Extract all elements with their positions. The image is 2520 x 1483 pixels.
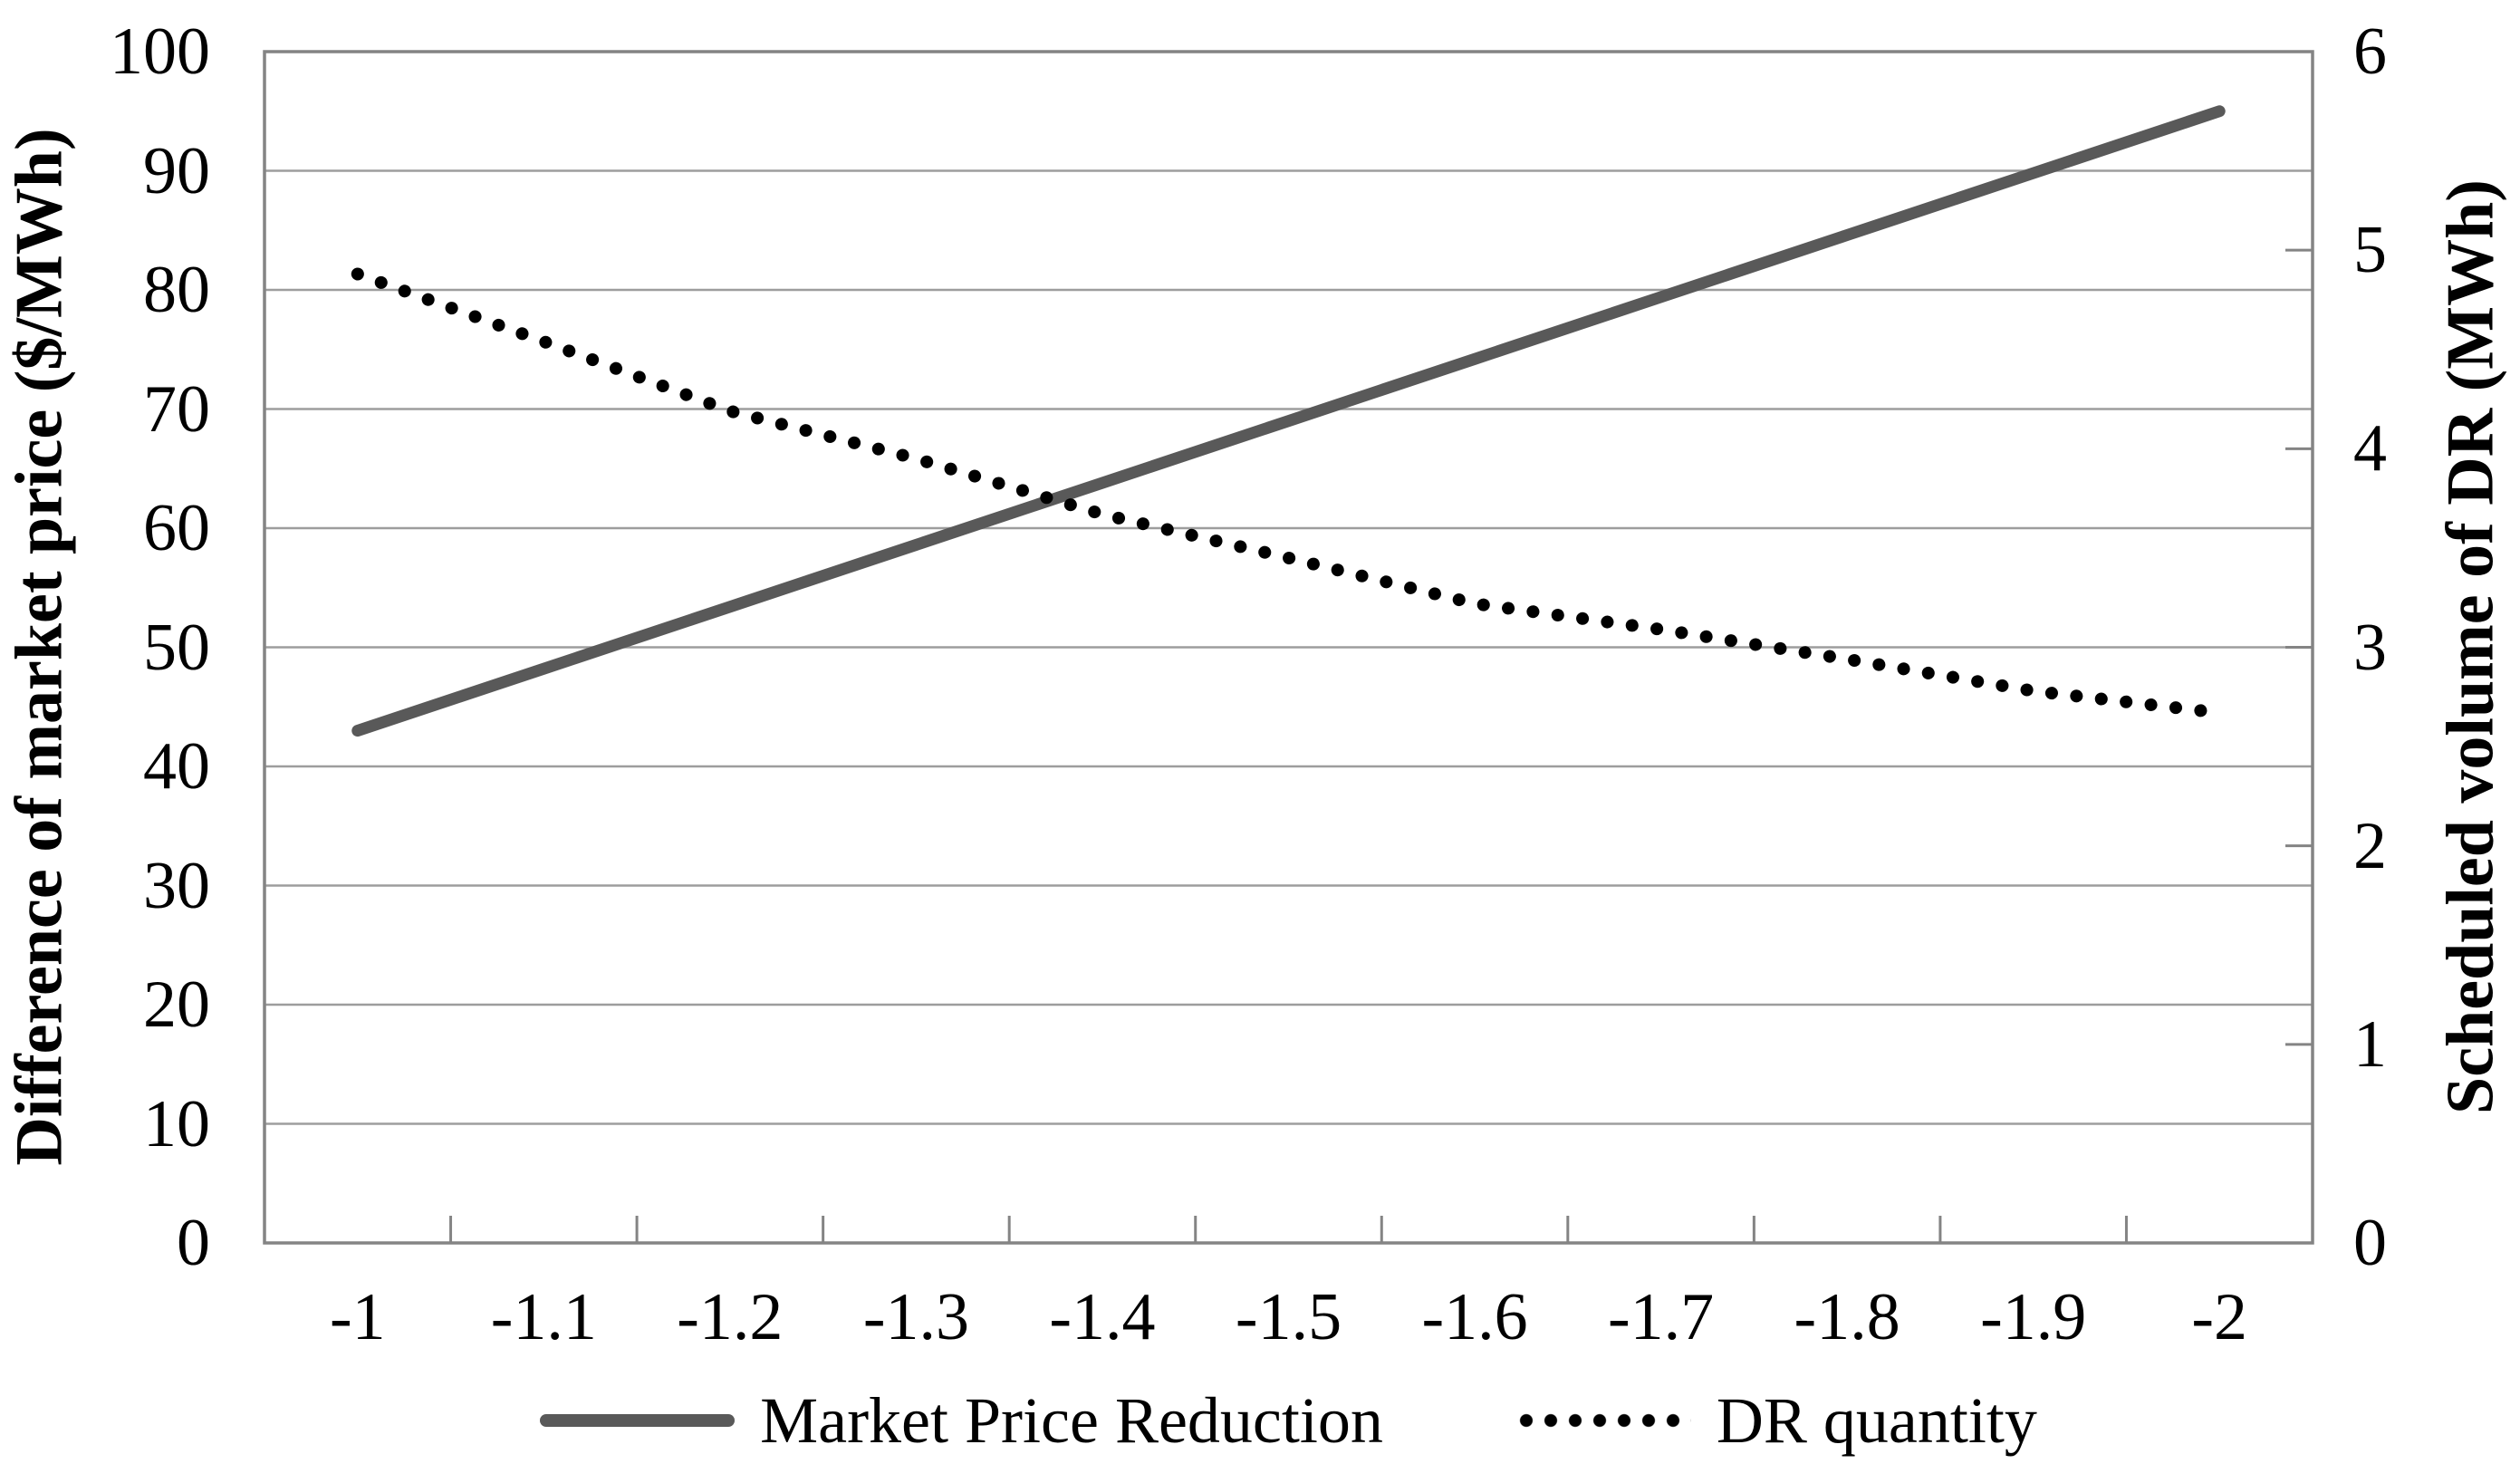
dotted-line-sample-icon xyxy=(1518,1413,1691,1428)
x-tick-label: -1.5 xyxy=(1235,1280,1342,1354)
plot-border xyxy=(263,50,2314,1245)
x-tick-label: -1.6 xyxy=(1421,1280,1528,1354)
x-tick-label: -1 xyxy=(329,1280,386,1354)
legend-item-dr-quantity: DR quantity xyxy=(1518,1383,2037,1459)
right-y-tick-label: 3 xyxy=(2353,610,2387,685)
left-y-tick-label: 40 xyxy=(143,729,210,804)
left-y-tick-label: 60 xyxy=(143,491,210,565)
right-y-tick-label: 4 xyxy=(2353,411,2387,486)
legend: Market Price Reduction DR quantity xyxy=(265,1375,2313,1466)
solid-line-sample-icon xyxy=(540,1414,736,1427)
series-line-dr-quantity xyxy=(351,267,2227,719)
x-tick-label: -1.4 xyxy=(1049,1280,1156,1354)
left-y-tick-label: 80 xyxy=(143,253,210,327)
left-y-tick-label: 10 xyxy=(143,1086,210,1161)
right-y-tick-label: 5 xyxy=(2353,213,2387,288)
series-line-market-price-reduction xyxy=(351,105,2226,737)
x-tick-label: -1.8 xyxy=(1794,1280,1900,1354)
right-y-tick-label: 0 xyxy=(2353,1206,2387,1280)
left-y-tick-label: 70 xyxy=(143,371,210,447)
legend-item-market-price-reduction: Market Price Reduction xyxy=(540,1383,1383,1459)
left-y-tick-label: 50 xyxy=(143,610,210,685)
x-tick-label: -1.9 xyxy=(1980,1280,2087,1354)
left-y-tick-label: 20 xyxy=(143,968,210,1042)
plot-area xyxy=(263,50,2314,1245)
x-tick-label: -1.2 xyxy=(677,1280,784,1354)
left-y-tick-label: 90 xyxy=(143,133,210,208)
x-tick-label: -1.3 xyxy=(862,1280,969,1354)
x-tick-label: -1.7 xyxy=(1608,1280,1715,1354)
right-y-tick-label: 2 xyxy=(2353,808,2387,883)
right-y-tick-label: 1 xyxy=(2353,1006,2387,1082)
x-tick-label: -2 xyxy=(2191,1280,2248,1354)
left-y-tick-label: 0 xyxy=(177,1206,210,1280)
x-tick-label: -1.1 xyxy=(490,1280,597,1354)
legend-label-dr-quantity: DR quantity xyxy=(1716,1383,2037,1457)
left-y-tick-label: 100 xyxy=(110,14,210,89)
legend-label-market-price-reduction: Market Price Reduction xyxy=(760,1383,1383,1457)
left-y-tick-label: 30 xyxy=(143,848,210,923)
right-y-tick-label: 6 xyxy=(2353,14,2387,89)
